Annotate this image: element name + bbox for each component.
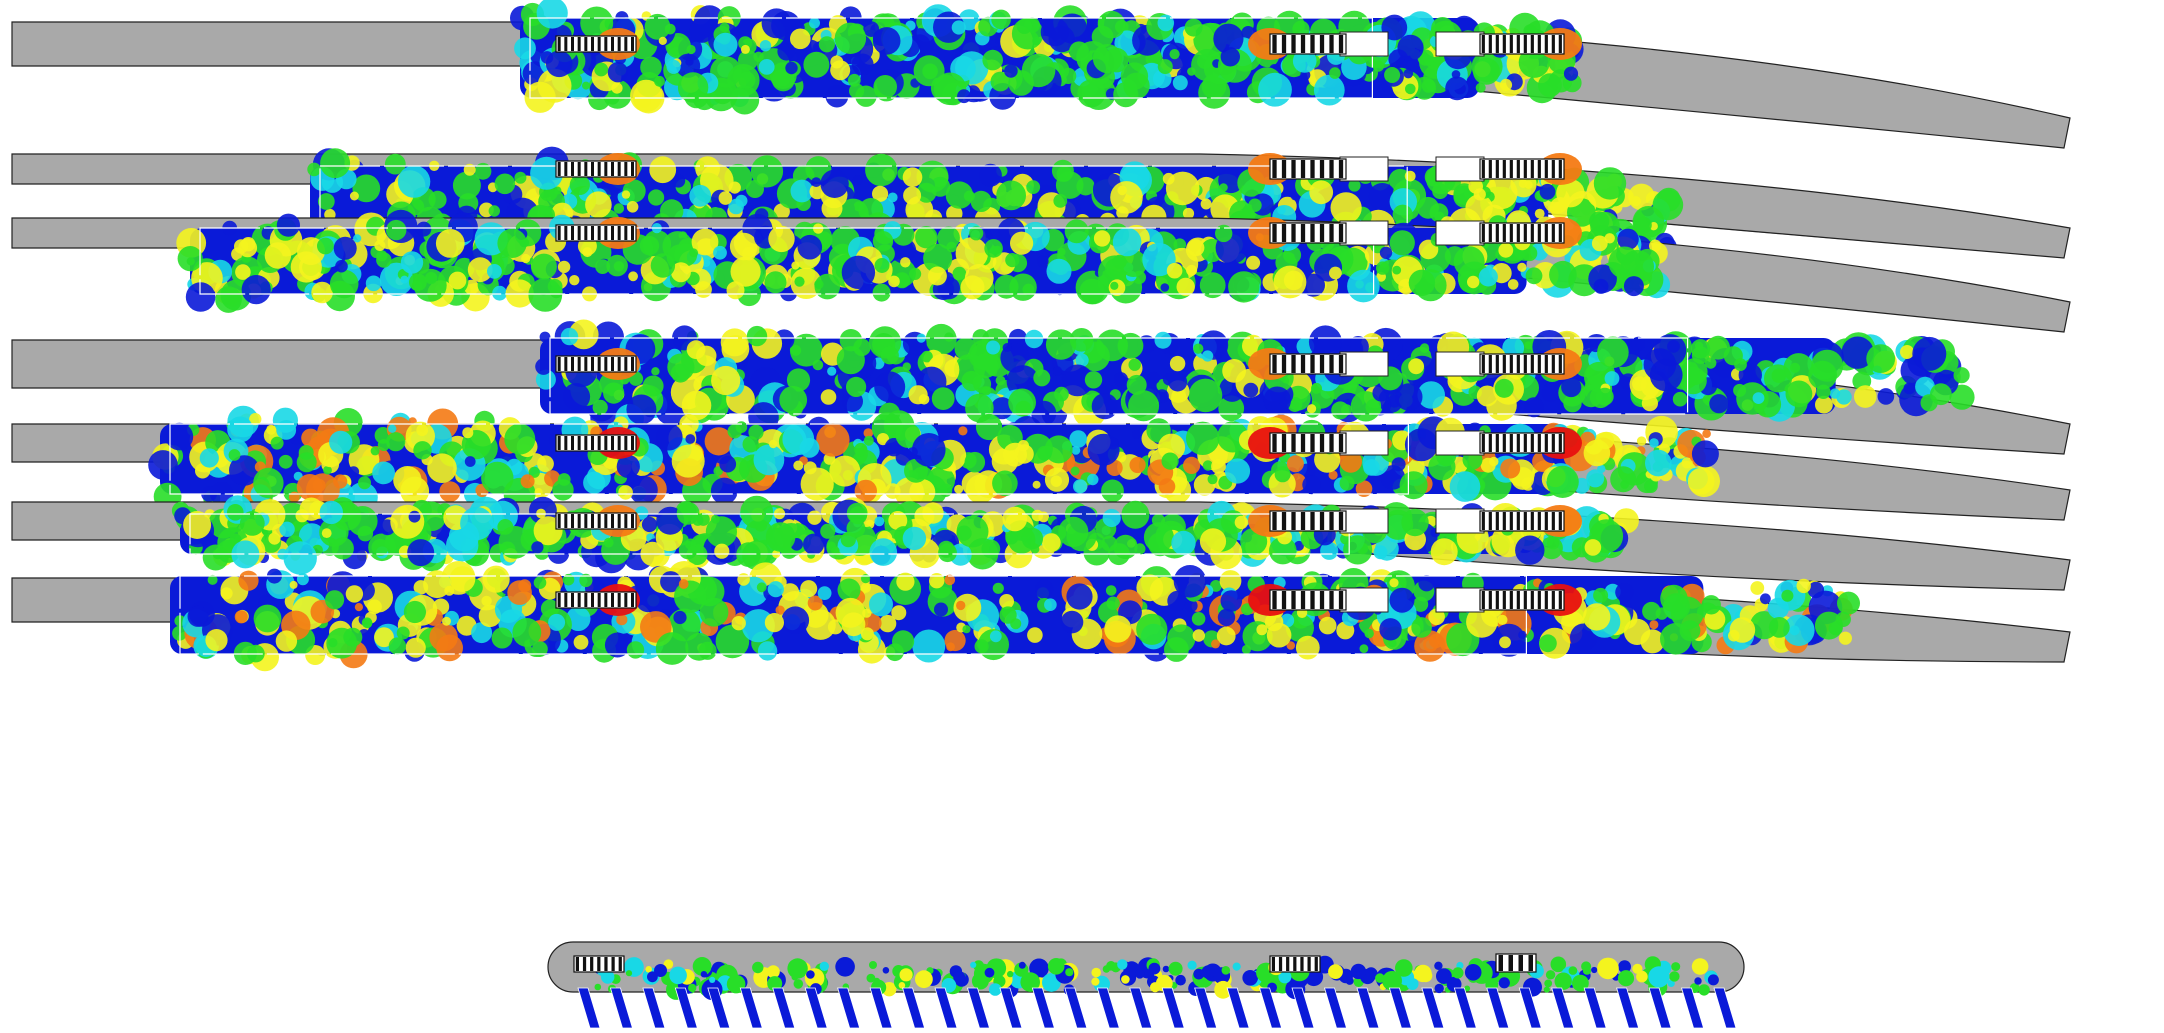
rake-tooth: [1260, 988, 1282, 1028]
opening: [1340, 588, 1388, 612]
rake-tooth: [1422, 988, 1444, 1028]
rake-tooth: [838, 988, 860, 1028]
opening: [1436, 32, 1484, 56]
opening: [1340, 221, 1388, 245]
fastener-right: [1480, 34, 1564, 54]
fastener-right: [1480, 511, 1564, 531]
fastener-center: [1270, 159, 1346, 179]
rake-tooth: [1649, 988, 1671, 1028]
rake-tooth: [1032, 988, 1054, 1028]
rake-tooth: [740, 988, 762, 1028]
rake-tooth: [903, 988, 925, 1028]
rake-tooth: [1227, 988, 1249, 1028]
fastener-right: [1480, 354, 1564, 374]
fastener-right: [1480, 433, 1564, 453]
fastener-center: [1270, 511, 1346, 531]
opening: [1436, 157, 1484, 181]
blade-1: [12, 0, 2070, 148]
fastener-center: [1270, 354, 1346, 374]
heatmap-region: [148, 406, 1720, 513]
rake-tooth: [1487, 988, 1509, 1028]
rake-tooth: [1389, 988, 1411, 1028]
rake-tooth: [1552, 988, 1574, 1028]
opening: [1340, 157, 1388, 181]
blades-layer: [12, 0, 2070, 671]
rake-tooth: [1617, 988, 1639, 1028]
fastener-right: [1480, 590, 1564, 610]
fastener-center: [1270, 590, 1346, 610]
opening: [1340, 352, 1388, 376]
rake-tooth: [643, 988, 665, 1028]
heatmap-region: [510, 0, 1584, 114]
fastener-left: [556, 161, 636, 177]
fastener-left: [556, 592, 636, 608]
rake-tooth: [1195, 988, 1217, 1028]
rake-tooth: [1130, 988, 1152, 1028]
rake-fastener-right: [1496, 954, 1536, 972]
rake-fastener-left: [574, 956, 624, 972]
rake-tooth: [773, 988, 795, 1028]
rake-tooth: [805, 988, 827, 1028]
opening: [1436, 221, 1484, 245]
rake-tooth: [1000, 988, 1022, 1028]
rake-tooth: [610, 988, 632, 1028]
rake-tooth: [1584, 988, 1606, 1028]
rake-tooth: [967, 988, 989, 1028]
opening: [1436, 431, 1484, 455]
opening: [1436, 352, 1484, 376]
opening: [1340, 32, 1388, 56]
rake-tooth: [1714, 988, 1736, 1028]
rake-tooth: [1097, 988, 1119, 1028]
fastener-right: [1480, 223, 1564, 243]
fastener-center: [1270, 433, 1346, 453]
opening: [1340, 431, 1388, 455]
opening: [1436, 588, 1484, 612]
fastener-center: [1270, 34, 1346, 54]
heatmap-region: [170, 561, 1860, 671]
rake-tooth: [1454, 988, 1476, 1028]
rake-tooth: [1292, 988, 1314, 1028]
comb-rake: [548, 942, 1744, 1028]
fastener-left: [556, 225, 636, 241]
rake-tooth: [1357, 988, 1379, 1028]
opening: [1340, 509, 1388, 533]
fastener-left: [556, 435, 636, 451]
rake-tooth: [1162, 988, 1184, 1028]
fastener-right: [1480, 159, 1564, 179]
rake-tooth: [1065, 988, 1087, 1028]
fastener-center: [1270, 223, 1346, 243]
rake-fastener-center: [1270, 956, 1320, 972]
rake-tooth: [578, 988, 600, 1028]
opening: [1436, 509, 1484, 533]
fastener-left: [556, 513, 636, 529]
rake-tooth: [708, 988, 730, 1028]
fastener-left: [556, 36, 636, 52]
rake-tooth: [675, 988, 697, 1028]
rake-tooth: [1325, 988, 1347, 1028]
fastener-left: [556, 356, 636, 372]
